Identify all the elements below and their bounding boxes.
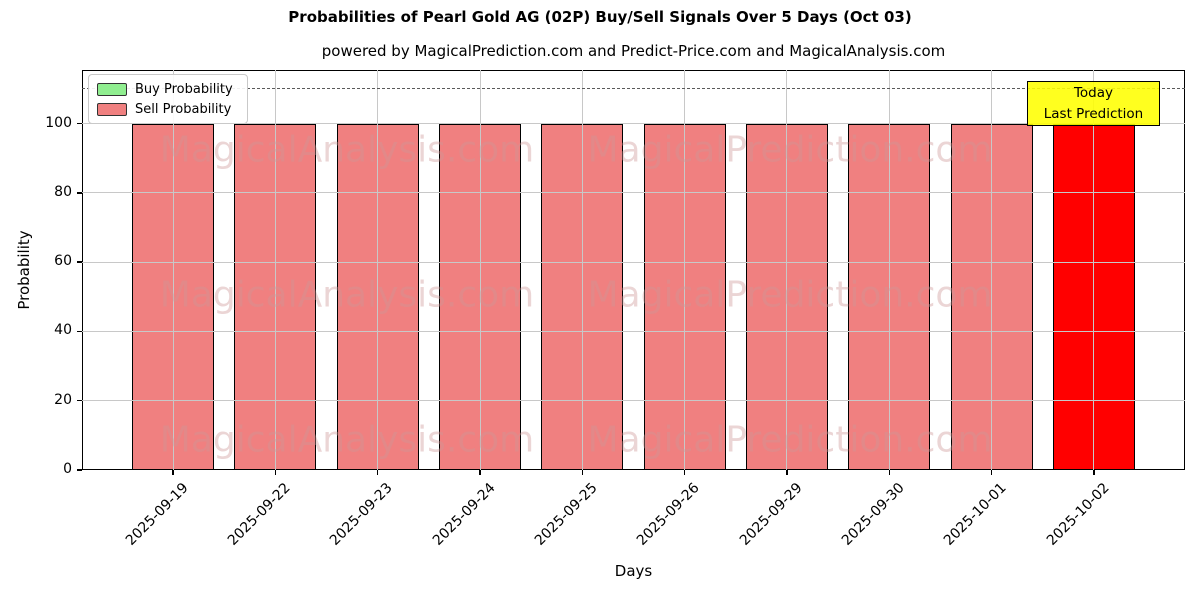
- x-tick-mark: [376, 470, 379, 475]
- y-gridline: [82, 400, 1185, 402]
- y-tick-label: 0: [63, 461, 72, 477]
- y-tick-label: 20: [54, 391, 72, 408]
- today-annotation: Today Last Prediction: [1027, 81, 1160, 126]
- x-tick-label: 2025-09-23: [327, 480, 397, 549]
- chart-subtitle: powered by MagicalPrediction.com and Pre…: [321, 42, 946, 60]
- x-tick-label: 2025-09-24: [429, 480, 499, 549]
- x-tick-mark: [786, 470, 788, 475]
- watermark-text: MagicalAnalysis.com: [159, 419, 535, 461]
- watermark-text: MagicalPrediction.com: [587, 274, 993, 316]
- y-tick-label: 60: [54, 253, 72, 270]
- legend-item-buy: Buy Probability: [97, 81, 239, 98]
- x-tick-label: 2025-09-26: [634, 480, 703, 549]
- x-tick-label: 2025-10-01: [941, 480, 1010, 549]
- legend-label-buy: Buy Probability: [135, 82, 233, 97]
- x-gridline: [581, 70, 583, 470]
- x-gridline: [684, 70, 686, 470]
- x-gridline: [1093, 70, 1095, 470]
- y-gridline: [82, 123, 1185, 125]
- x-axis-label: Days: [614, 562, 653, 580]
- x-gridline: [377, 70, 379, 470]
- watermark-text: MagicalPrediction.com: [587, 419, 993, 461]
- x-gridline: [786, 70, 788, 470]
- x-tick-mark: [888, 470, 891, 475]
- x-tick-mark: [274, 470, 277, 475]
- legend-swatch-buy: [97, 83, 127, 96]
- y-tick-mark: [77, 261, 82, 263]
- y-tick-label: 100: [45, 114, 72, 131]
- x-tick-label: 2025-09-22: [224, 480, 294, 549]
- x-gridline: [888, 70, 890, 470]
- legend-item-sell: Sell Probability: [97, 101, 239, 118]
- x-tick-mark: [990, 470, 993, 475]
- y-tick-mark: [77, 122, 82, 125]
- legend-label-sell: Sell Probability: [135, 102, 232, 117]
- y-tick-mark: [77, 330, 82, 333]
- x-tick-mark: [1093, 470, 1095, 475]
- annotation-line1: Today: [1073, 85, 1114, 102]
- y-tick-mark: [77, 469, 82, 471]
- x-gridline: [274, 70, 276, 470]
- x-tick-label: 2025-09-19: [122, 480, 192, 549]
- y-gridline: [82, 330, 1185, 332]
- x-tick-label: 2025-09-29: [736, 480, 806, 549]
- watermark-text: MagicalAnalysis.com: [159, 129, 535, 171]
- legend: Buy Probability Sell Probability: [88, 74, 248, 124]
- y-tick-mark: [77, 399, 82, 402]
- watermark-text: MagicalPrediction.com: [587, 129, 993, 171]
- x-tick-label: 2025-09-25: [531, 480, 601, 549]
- x-tick-mark: [581, 470, 584, 475]
- x-gridline: [479, 70, 481, 470]
- x-tick-mark: [683, 470, 686, 475]
- y-gridline: [82, 261, 1185, 263]
- chart-title: Probabilities of Pearl Gold AG (02P) Buy…: [288, 8, 912, 26]
- annotation-line2: Last Prediction: [1043, 105, 1144, 122]
- watermark-text: MagicalAnalysis.com: [159, 274, 535, 316]
- x-gridline: [991, 70, 993, 470]
- threshold-dashed-line: [82, 88, 1185, 90]
- x-tick-label: 2025-09-30: [838, 480, 908, 549]
- y-tick-label: 80: [54, 183, 72, 200]
- y-gridline: [82, 192, 1185, 194]
- y-tick-mark: [77, 192, 82, 194]
- x-tick-mark: [172, 470, 174, 475]
- x-gridline: [172, 70, 174, 470]
- x-tick-mark: [479, 470, 481, 475]
- x-tick-label: 2025-10-02: [1043, 480, 1113, 549]
- legend-swatch-sell: [97, 103, 127, 116]
- y-axis-label: Probability: [15, 230, 33, 310]
- y-tick-label: 40: [54, 322, 72, 339]
